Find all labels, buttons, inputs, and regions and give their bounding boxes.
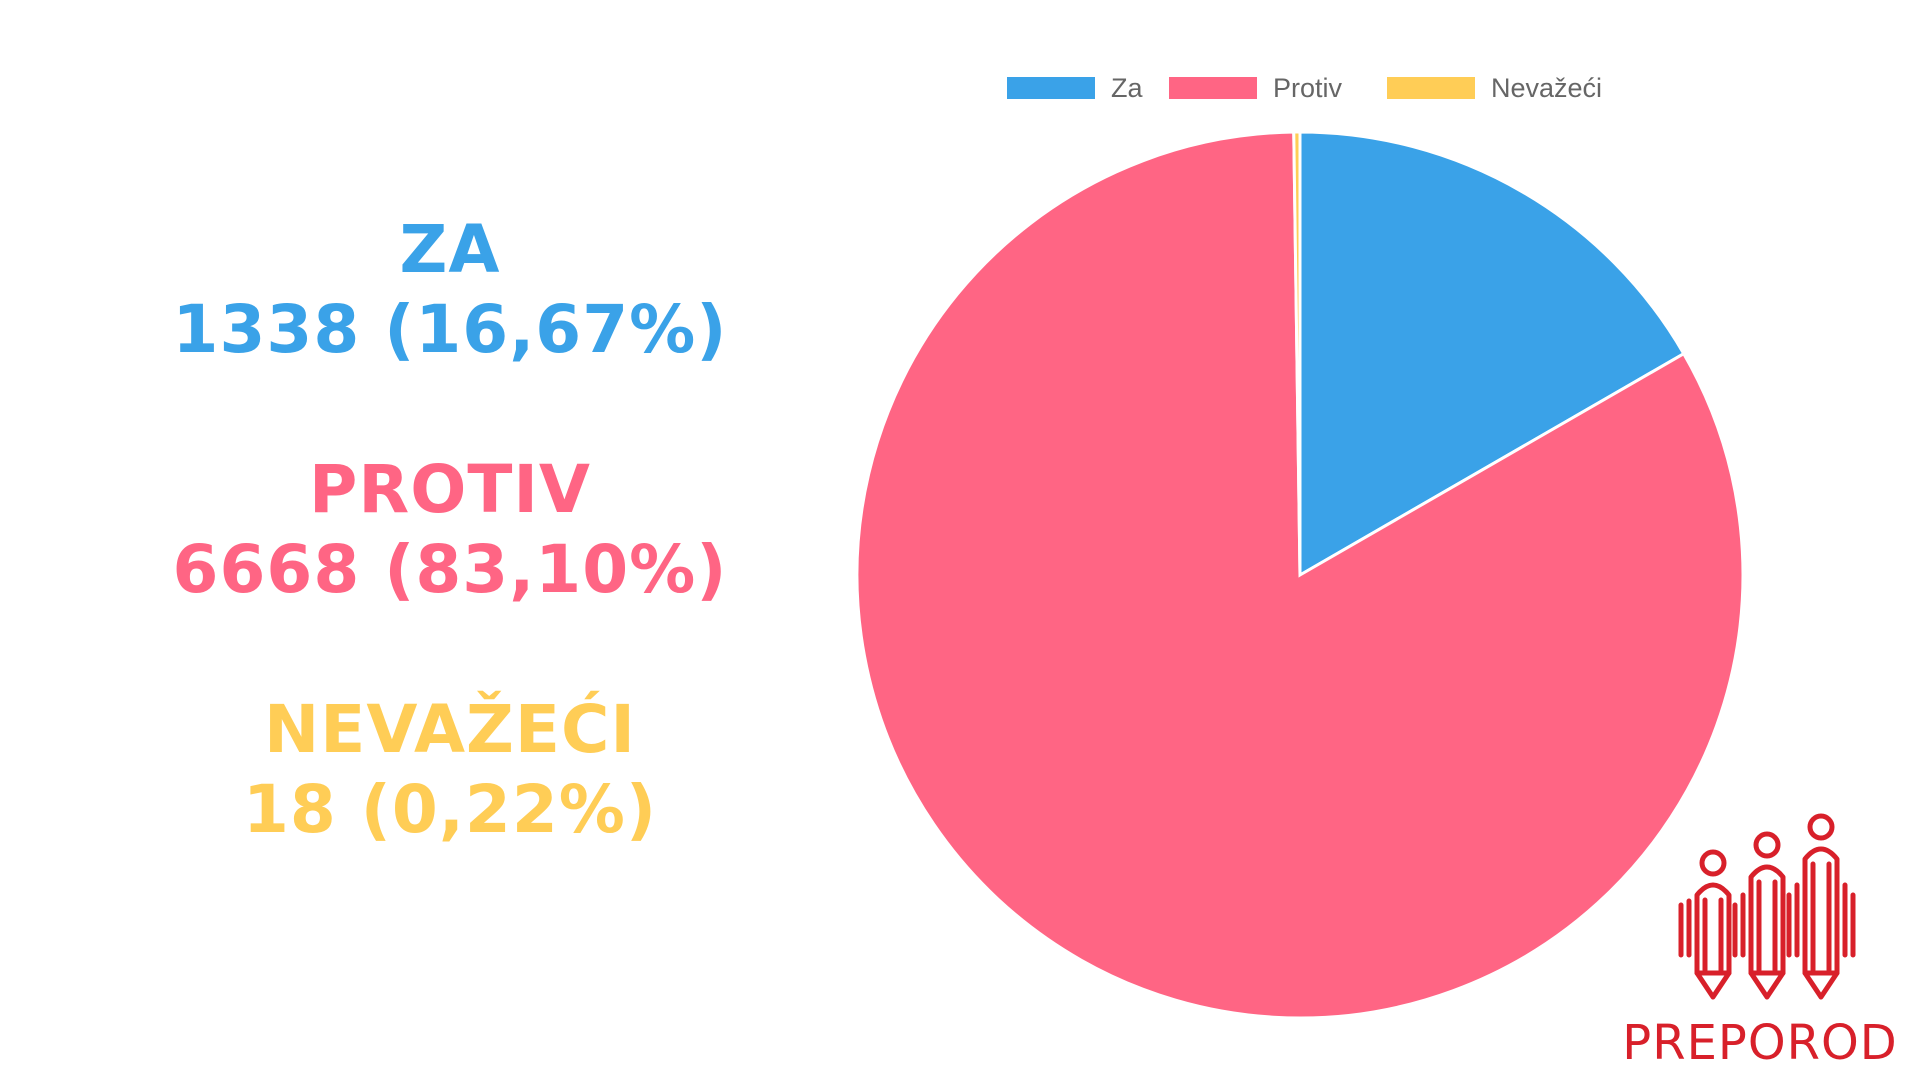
legend-swatch-1[interactable] [1169,77,1257,99]
summary-protiv-value: 6668 (83,10%) [172,531,728,608]
pie-slice-za [1298,130,1686,578]
pie-slice-protiv [855,130,1745,1020]
summary-za: ZA 1338 (16,67%) [100,210,800,370]
pie-slice-neva-e-i [1292,130,1302,576]
preporod-logo: PREPOROD [1605,805,1915,1071]
summary-nevazeci-label: NEVAŽEĆI [264,691,636,768]
legend-label-1[interactable]: Protiv [1273,73,1343,103]
summary-protiv-label: PROTIV [309,451,591,528]
preporod-logo-text: PREPOROD [1622,1015,1898,1071]
summary-nevazeci-value: 18 (0,22%) [242,771,658,848]
chart-legend: Za Protiv Nevažeći [1007,73,1602,103]
summary-protiv: PROTIV 6668 (83,10%) [100,450,800,610]
legend-label-0[interactable]: Za [1111,73,1143,103]
legend-label-2[interactable]: Nevažeći [1491,73,1602,103]
results-summary: ZA 1338 (16,67%) PROTIV 6668 (83,10%) NE… [100,210,800,850]
summary-nevazeci: NEVAŽEĆI 18 (0,22%) [100,690,800,850]
three-people-pencils-icon [1678,813,1856,1000]
summary-za-value: 1338 (16,67%) [172,291,728,368]
summary-za-label: ZA [399,211,501,288]
legend-swatch-2[interactable] [1387,77,1475,99]
pie-slices [855,130,1745,1020]
legend-swatch-0[interactable] [1007,77,1095,99]
